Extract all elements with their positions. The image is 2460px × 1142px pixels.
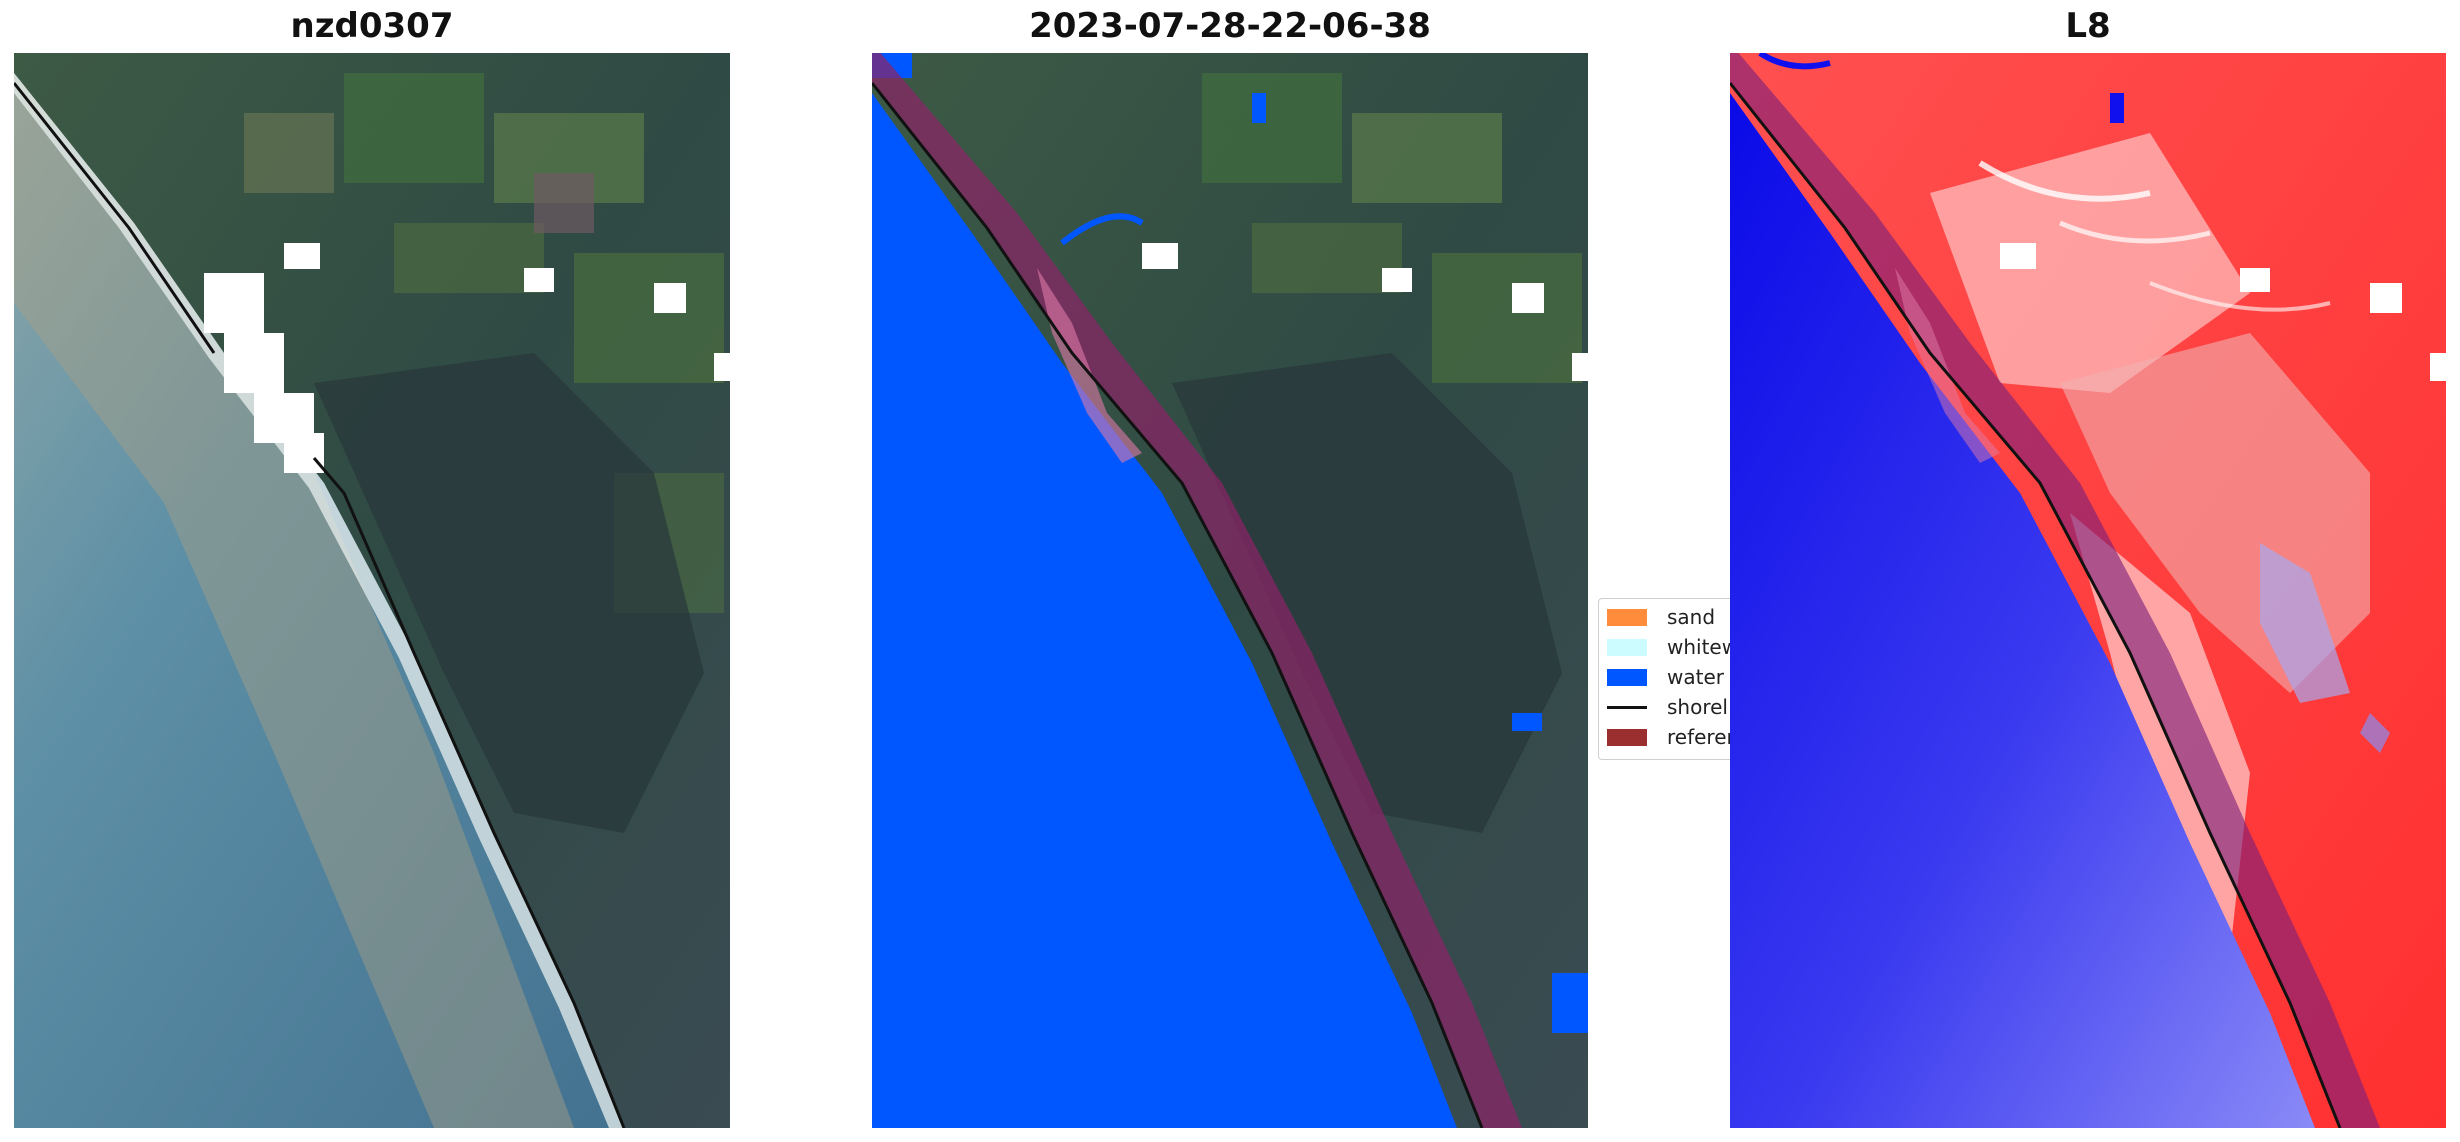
index-panel [1730,53,2446,1128]
panel-title-rgb: nzd0307 [290,6,454,46]
legend-item-sand: sand [1607,603,1715,631]
reference-swatch [1607,728,1647,746]
panel-title-classification: 2023-07-28-22-06-38 [1029,6,1431,46]
panel-title-index: L8 [2065,6,2111,46]
shoreline [14,82,626,1128]
legend: sand whitew water shorel referen [1598,598,1738,760]
water-class-area [872,93,1457,1128]
legend-label: water [1667,665,1724,689]
classification-panel [872,53,1588,1128]
shoreline [872,82,1484,1128]
sediment-plume [14,53,574,1128]
sea-index-area [1730,93,2315,1128]
legend-label: referen [1667,725,1738,749]
reference-band [872,53,1522,1128]
land-area [14,53,730,1128]
legend-item-water: water [1607,663,1724,691]
reference-band [1730,53,2380,1128]
legend-item-reference: referen [1607,723,1738,751]
legend-label: shorel [1667,695,1728,719]
shoreline-line-swatch [1607,705,1647,709]
legend-item-whitewater: whitew [1607,633,1738,661]
water-swatch [1607,668,1647,686]
legend-item-shoreline: shorel [1607,693,1728,721]
legend-label: sand [1667,605,1716,629]
sand-swatch [1607,608,1647,626]
whitewater-swatch [1607,638,1647,656]
rgb-image-panel [14,53,730,1128]
legend-label: whitew [1667,635,1738,659]
shoreline [1730,82,2342,1128]
